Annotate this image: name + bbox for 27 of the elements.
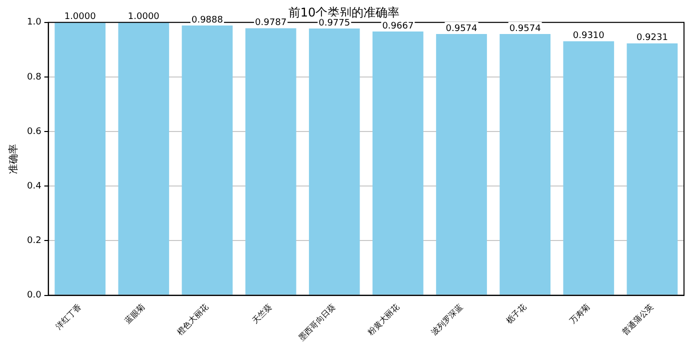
x-tick-label: 天竺葵 [250,302,274,326]
y-tick-label: 0.0 [26,290,42,301]
data-label: 0.9787 [255,18,287,28]
data-label: 0.9574 [446,24,478,34]
y-axis-title: 准确率 [8,144,20,174]
x-tick-label: 粉黄大丽花 [366,302,401,337]
x-tick-label: 普通蒲公英 [620,302,656,337]
y-tick-label: 1.0 [26,18,42,28]
y-tick-label: 0.8 [26,72,42,82]
x-tick-label: 蓝眼菊 [123,302,147,326]
data-label: 0.9310 [572,31,605,42]
data-label: 1.0000 [128,12,160,22]
x-tick-label: 洋红丁香 [54,302,83,332]
data-label: 0.9574 [509,24,542,34]
y-tick-label: 0.2 [26,236,42,246]
x-tick-label: 波列罗深蓝 [430,302,464,337]
data-label: 0.9888 [191,15,224,26]
x-tick-label: 栀子花 [504,302,528,326]
data-label: 0.9667 [382,21,414,32]
x-tick-label: 万寿菊 [568,302,592,326]
y-tick-label: 0.6 [26,126,42,137]
x-tick-label: 墨西哥向日葵 [296,302,338,342]
data-label: 1.0000 [64,12,96,22]
x-tick-label: 橙色大丽花 [175,302,210,337]
y-tick-label: 0.4 [26,181,42,192]
data-label: 0.9775 [318,18,350,28]
data-label: 0.9231 [636,33,668,44]
